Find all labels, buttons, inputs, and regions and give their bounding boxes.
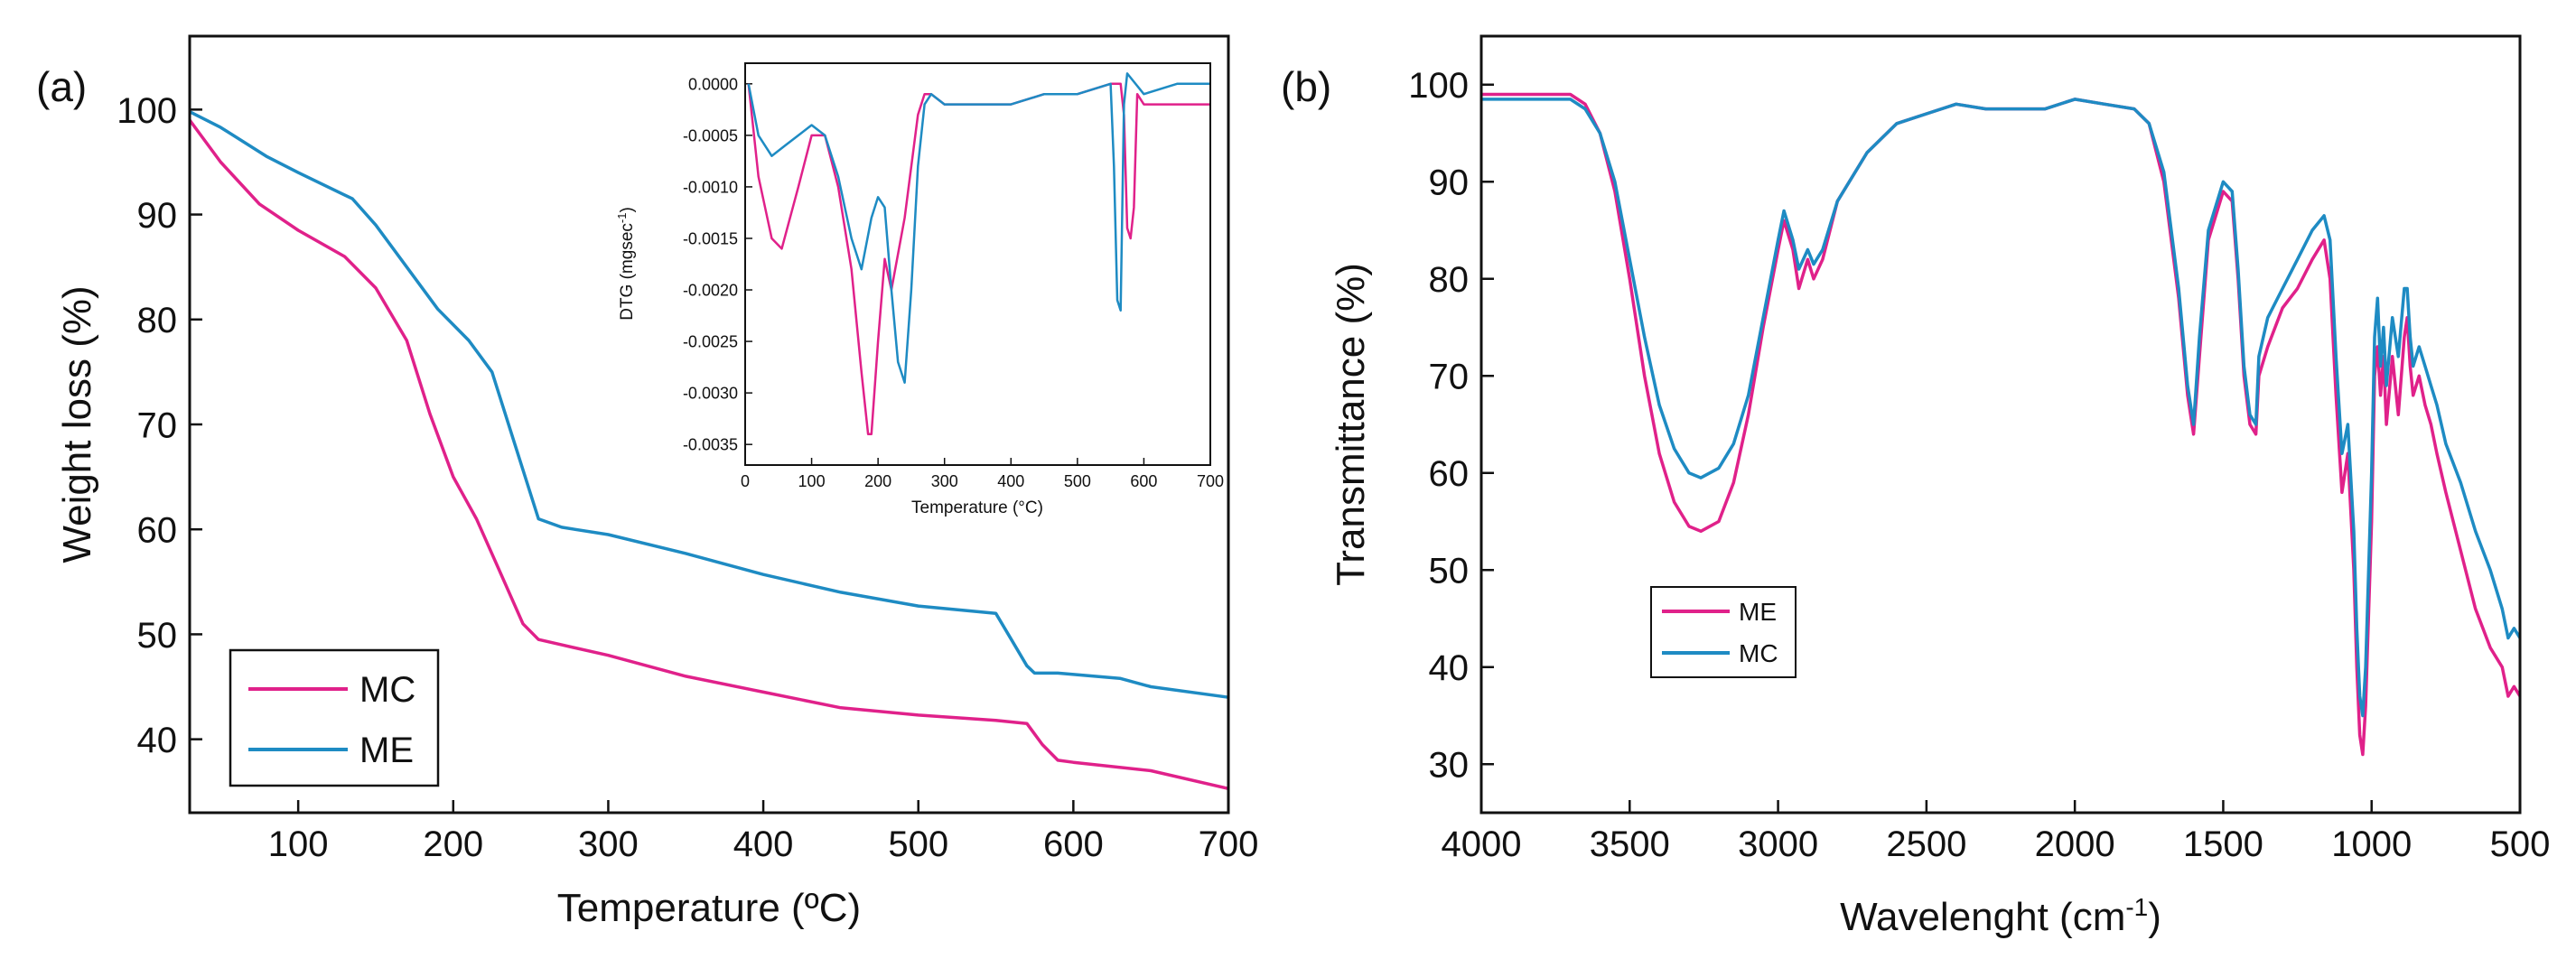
x-tick-label: 300	[578, 824, 639, 864]
y-tick-label: 30	[1429, 746, 1470, 786]
y-tick-label: 60	[1429, 454, 1470, 494]
y-tick-label: 100	[117, 91, 177, 131]
series-line-mc	[1481, 98, 2522, 718]
y-tick-label: 70	[137, 405, 178, 445]
panel-b-ticks: 4000 3500 3000 2500 2000 1500 1000 500 30 40 50 60 7…	[1408, 66, 2550, 864]
series-line-me	[1481, 92, 2522, 757]
panel-a-inset: 0 100 200 300 400 500 600 700 0.0000 -0.0005 -0.00…	[615, 62, 1224, 517]
y-tick-label: 50	[1429, 552, 1470, 591]
y-tick-label: 60	[137, 511, 178, 551]
x-tick-label: 1500	[2183, 824, 2263, 864]
panel-b-xlabel: Wavelenght (cm-1)	[1840, 893, 2161, 939]
panel-a-xlabel: Temperature (ºC)	[557, 886, 861, 930]
series-line-mc	[747, 82, 1210, 436]
y-tick-label: 100	[1408, 66, 1469, 106]
x-tick-label: 700	[1199, 824, 1259, 864]
y-tick-label: 90	[1429, 163, 1470, 203]
x-tick-label: 3500	[1590, 824, 1670, 864]
panel-a-ylabel: Weight loss (%)	[55, 285, 99, 563]
y-tick-label: 90	[137, 196, 178, 236]
x-tick-label: 200	[864, 472, 891, 490]
y-tick-label: -0.0030	[683, 385, 738, 403]
y-tick-label: 80	[1429, 260, 1470, 300]
series-line-me	[189, 110, 1229, 699]
x-tick-label: 100	[268, 824, 329, 864]
x-tick-label: 500	[1064, 472, 1091, 490]
x-tick-label: 500	[888, 824, 948, 864]
panel-a-label: (a)	[36, 63, 87, 110]
x-tick-label: 400	[997, 472, 1024, 490]
x-tick-label: 700	[1197, 472, 1224, 490]
legend-label-mc-b: MC	[1739, 639, 1778, 667]
inset-ticks: 0 100 200 300 400 500 600 700 0.0000 -0.0005 -0.00…	[683, 75, 1224, 490]
legend-label-me: ME	[359, 731, 414, 770]
series-line-me	[747, 72, 1210, 384]
panel-a-ticks: 100 200 300 400 500 600 700 40 50 60 70 80 90 100	[117, 91, 1258, 864]
panel-b-series	[1481, 92, 2522, 757]
inset-xlabel: Temperature (°C)	[911, 498, 1043, 517]
panel-a-series	[188, 110, 1229, 791]
y-tick-label: 80	[137, 301, 178, 340]
x-tick-label: 2000	[2035, 824, 2115, 864]
x-tick-label: 500	[2490, 824, 2551, 864]
y-tick-label: -0.0020	[683, 282, 738, 300]
x-tick-label: 0	[741, 472, 750, 490]
x-tick-label: 1000	[2331, 824, 2412, 864]
panel-a-legend: MC ME	[229, 648, 440, 787]
y-tick-label: -0.0005	[683, 126, 738, 144]
y-tick-label: -0.0015	[683, 229, 738, 247]
x-tick-label: 400	[733, 824, 794, 864]
inset-ylabel: DTG (mgsec-1)	[615, 207, 637, 321]
y-tick-label: 0.0000	[688, 75, 738, 93]
y-tick-label: 40	[1429, 648, 1470, 688]
x-tick-label: 100	[798, 472, 826, 490]
panel-b-chart: (b) 4000 3500 3000 2500 2000 1500 1000 500 30 40 5…	[1281, 34, 2550, 939]
legend-label-me-b: ME	[1739, 598, 1777, 626]
x-tick-label: 2500	[1886, 824, 1966, 864]
y-tick-label: -0.0035	[683, 436, 738, 454]
panel-b-legend: ME MC	[1650, 586, 1797, 678]
y-tick-label: -0.0010	[683, 178, 738, 196]
panel-b-legend-box	[1650, 586, 1797, 678]
inset-background	[745, 63, 1210, 465]
panel-b-frame	[1479, 34, 2522, 815]
series-line-mc	[188, 118, 1229, 791]
panel-a-frame	[188, 34, 1230, 815]
legend-label-mc: MC	[359, 670, 415, 710]
inset-series	[747, 72, 1210, 436]
panel-b-label: (b)	[1281, 63, 1331, 110]
panel-a-chart: (a) 100 200 300 400 500 600 700405060708090100…	[36, 34, 1258, 930]
x-tick-label: 300	[931, 472, 958, 490]
inset-frame	[744, 62, 1211, 466]
x-tick-label: 3000	[1738, 824, 1818, 864]
panel-a-legend-box	[229, 648, 440, 787]
panel-b-ylabel: Transmittance (%)	[1329, 263, 1373, 586]
x-tick-label: 4000	[1442, 824, 1522, 864]
x-tick-label: 200	[423, 824, 483, 864]
x-tick-label: 600	[1043, 824, 1104, 864]
y-tick-label: 70	[1429, 358, 1470, 397]
y-tick-label: -0.0025	[683, 333, 738, 351]
x-tick-label: 600	[1130, 472, 1157, 490]
y-tick-label: 50	[137, 616, 178, 656]
y-tick-label: 40	[137, 721, 178, 760]
